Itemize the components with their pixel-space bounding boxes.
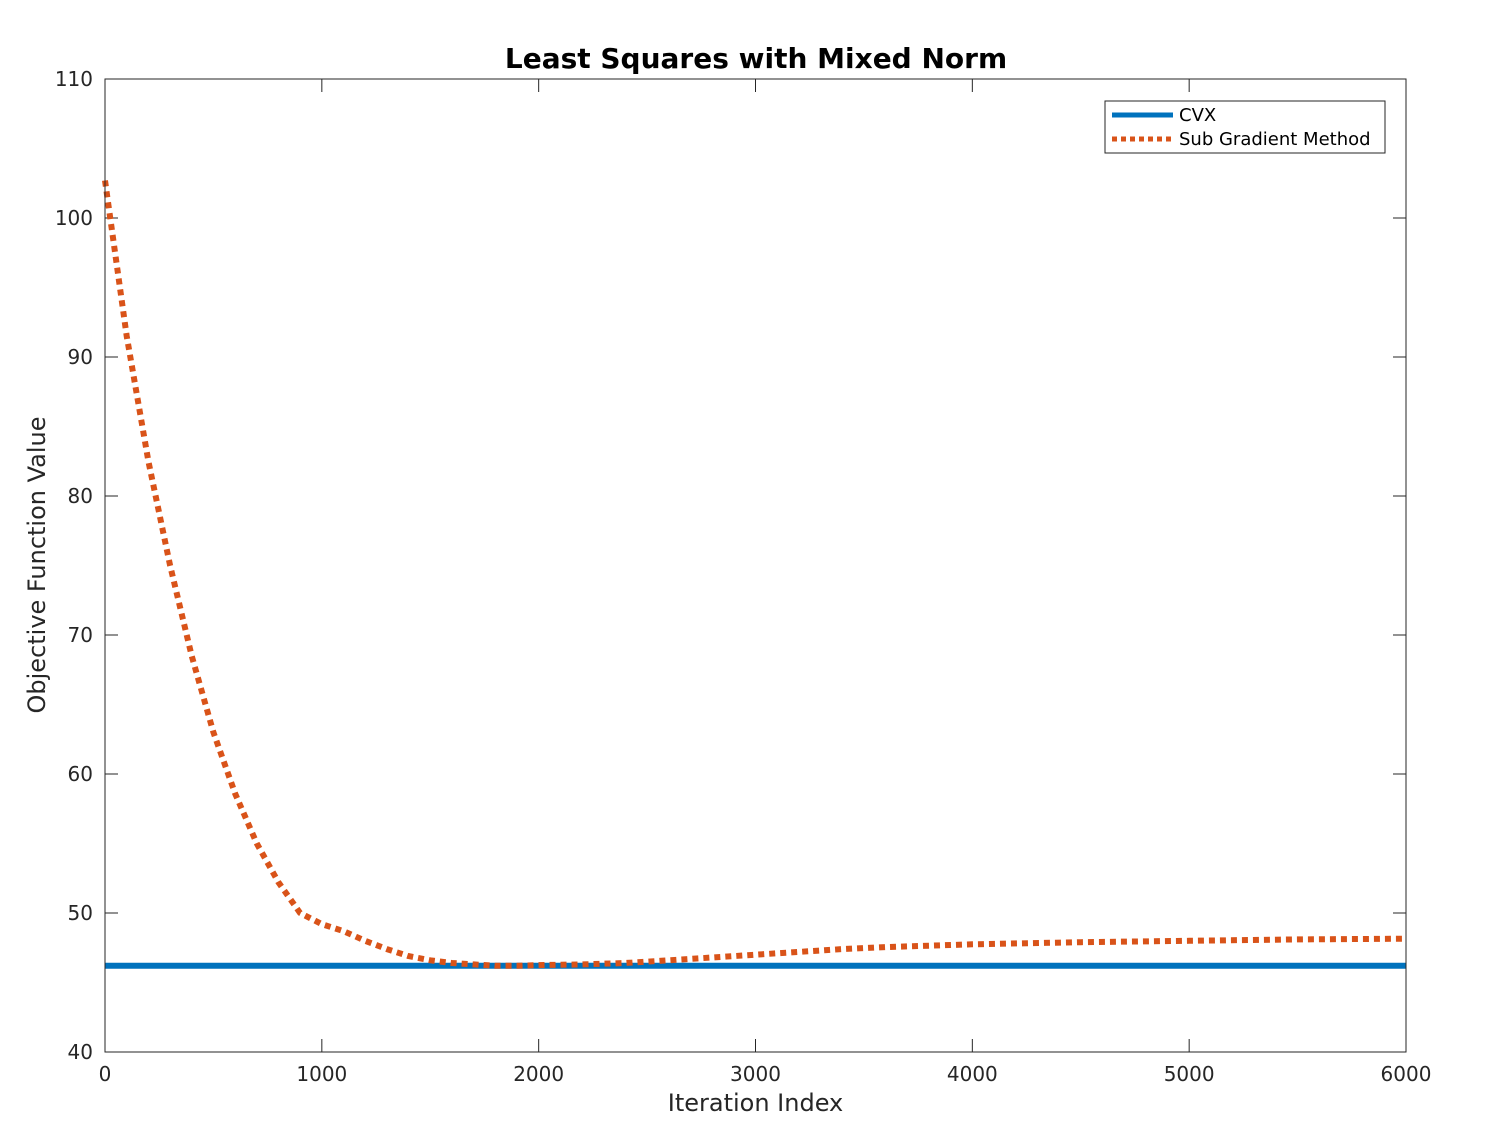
axis-tick-labels: 0 1000 2000 3000 4000 5000 6000 40 50 60 70 80 90 100… [55, 67, 1432, 1086]
series-lines [102, 180, 1407, 969]
x-tick-label-0: 0 [99, 1062, 112, 1086]
legend-label-cvx: CVX [1179, 105, 1216, 126]
plot-frame [104, 78, 1407, 1053]
legend: CVX Sub Gradient Method [1104, 100, 1386, 154]
x-tick-label-3: 3000 [730, 1062, 781, 1086]
y-tick-label-3: 70 [68, 623, 93, 647]
y-tick-label-6: 100 [55, 206, 93, 230]
plot-area [105, 79, 1406, 1052]
y-tick-label-4: 80 [68, 484, 93, 508]
y-tick-label-7: 110 [55, 67, 93, 91]
y-axis-label: Objective Function Value [23, 416, 51, 713]
x-tick-label-4: 4000 [947, 1062, 998, 1086]
x-tick-label-5: 5000 [1164, 1062, 1215, 1086]
legend-box [1104, 100, 1386, 154]
x-tick-label-6: 6000 [1381, 1062, 1432, 1086]
y-tick-label-5: 90 [68, 345, 93, 369]
x-tick-label-1: 1000 [296, 1062, 347, 1086]
series-line-sub-gradient [102, 180, 1407, 969]
y-tick-label-2: 60 [68, 762, 93, 786]
chart-title: Least Squares with Mixed Norm [505, 42, 1007, 75]
y-tick-label-0: 40 [68, 1040, 93, 1064]
x-axis-label: Iteration Index [668, 1089, 844, 1117]
y-tick-label-1: 50 [68, 901, 93, 925]
x-tick-label-2: 2000 [513, 1062, 564, 1086]
legend-label-sub-gradient: Sub Gradient Method [1179, 129, 1371, 150]
